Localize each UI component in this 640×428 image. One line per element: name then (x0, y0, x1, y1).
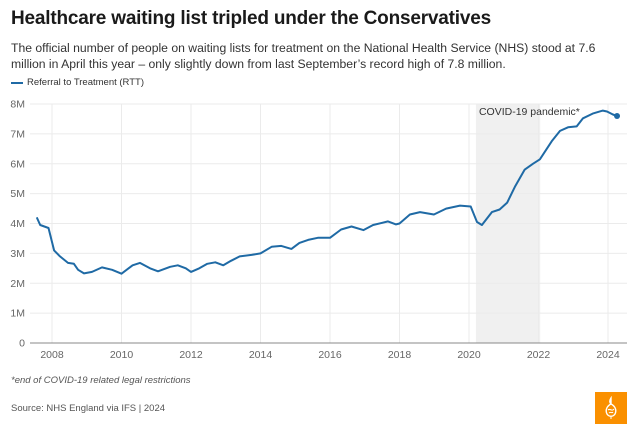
x-tick-label: 2008 (40, 349, 64, 361)
chart-title: Healthcare waiting list tripled under th… (11, 8, 491, 29)
rtt-series-line (36, 109, 618, 275)
x-tick-label: 2010 (110, 349, 134, 361)
legend-swatch (11, 81, 23, 84)
x-tick-label: 2016 (318, 349, 342, 361)
x-tick-label: 2020 (457, 349, 481, 361)
y-tick-label: 6M (10, 158, 25, 170)
rtt-end-marker (614, 112, 621, 119)
y-tick-label: 2M (10, 278, 25, 290)
source-text: Source: NHS England via IFS | 2024 (11, 403, 166, 414)
chart-subtitle: The official number of people on waiting… (11, 41, 596, 71)
y-tick-label: 1M (10, 308, 25, 320)
y-tick-label: 4M (10, 218, 25, 230)
y-tick-label: 0 (19, 338, 25, 350)
footnote: *end of COVID-19 related legal restricti… (11, 375, 191, 386)
x-tick-label: 2012 (179, 349, 203, 361)
y-tick-label: 5M (10, 188, 25, 200)
x-tick-label: 2018 (388, 349, 412, 361)
al-jazeera-logo (595, 392, 627, 424)
x-tick-label: 2014 (249, 349, 273, 361)
legend: Referral to Treatment (RTT) (11, 77, 144, 88)
x-tick-label: 2022 (527, 349, 551, 361)
y-tick-label: 7M (10, 128, 25, 140)
legend-label: Referral to Treatment (RTT) (27, 77, 145, 88)
y-tick-label: 3M (10, 248, 25, 260)
logo-calligraphy-icon (605, 396, 617, 419)
x-tick-label: 2024 (596, 349, 620, 361)
covid-annotation-label: COVID-19 pandemic* (479, 106, 580, 118)
y-tick-label: 8M (10, 99, 25, 111)
